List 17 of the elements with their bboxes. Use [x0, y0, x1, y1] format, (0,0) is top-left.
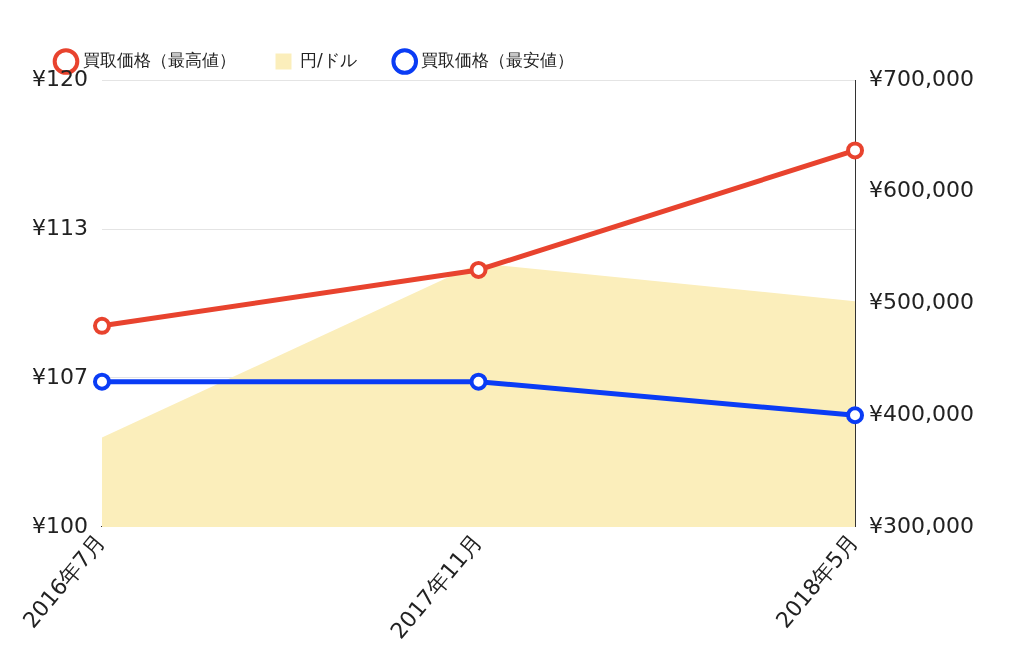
point — [469, 372, 488, 391]
point — [846, 406, 865, 425]
y-tick-label: ¥113 — [31, 214, 88, 240]
y2-tick-label: ¥400,000 — [869, 400, 975, 426]
y2-tick-label: ¥500,000 — [869, 289, 975, 315]
y-tick-label: ¥107 — [31, 363, 88, 389]
point — [92, 316, 111, 335]
y2-tick-label: ¥300,000 — [869, 512, 975, 538]
y-tick-label: ¥100 — [31, 512, 88, 538]
y2-tick-label: ¥700,000 — [869, 65, 975, 91]
point — [469, 260, 488, 279]
point — [846, 141, 865, 160]
legend-label: 円/ドル — [300, 49, 357, 70]
legend-label: 買取価格（最高値） — [82, 49, 236, 70]
legend-label: 買取価格（最安値） — [421, 49, 575, 70]
y2-tick-label: ¥600,000 — [869, 177, 975, 203]
point — [92, 372, 111, 391]
